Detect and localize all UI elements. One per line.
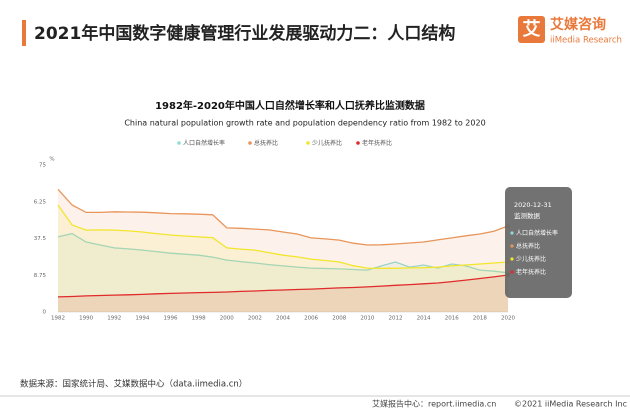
x-tick-label: 1982: [51, 316, 65, 322]
x-tick-label: 2020: [501, 316, 515, 322]
footer-right: ©2021 iiMedia Research Inc: [514, 400, 627, 409]
tooltip-dot: [510, 257, 514, 261]
logo-mark: 艾: [523, 18, 541, 40]
x-tick-label: 2006: [304, 316, 318, 322]
plot: 0 8.75 37.5 6.25 75 1982 1990 1992 1994 1996 1998 2…: [34, 163, 516, 322]
y-tick-label: 37.5: [34, 236, 47, 242]
y-unit: %: [49, 157, 54, 163]
x-tick-label: 2000: [220, 316, 234, 322]
line: [57, 188, 509, 246]
legend-label: 总抚养比: [254, 139, 278, 147]
x-tick-label: 2012: [389, 316, 403, 322]
footer-left: 艾媒报告中心：report.iimedia.cn: [372, 399, 496, 409]
tooltip-item: 少儿抚养比: [516, 255, 546, 263]
x-tick-label: 2018: [473, 316, 487, 322]
line: [57, 274, 509, 298]
x-tick-label: 1994: [135, 316, 149, 322]
y-tick-label: 6.25: [34, 199, 47, 205]
legend-label: 人口自然增长率: [183, 139, 225, 147]
x-tick-label: 2002: [248, 316, 262, 322]
logo-name: 艾媒咨询: [550, 16, 606, 33]
tooltip-item: 人口自然增长率: [516, 229, 558, 237]
area: [58, 275, 508, 312]
y-tick-label: 8.75: [34, 273, 47, 279]
line: [57, 204, 509, 269]
x-tick-label: 2014: [417, 316, 431, 322]
x-tick-label: 1992: [107, 316, 121, 322]
logo-sub: iiMedia Research: [550, 36, 622, 46]
tooltip-dot: [510, 244, 514, 248]
source: 数据来源：国家统计局、艾媒数据中心（data.iimedia.cn）: [20, 379, 247, 390]
tooltip-item: 老年抚养比: [516, 268, 546, 276]
x-tick-label: 2008: [332, 316, 346, 322]
chart-subtitle: China natural population growth rate and…: [124, 119, 485, 128]
tooltip-date: 2020-12-31: [514, 201, 552, 209]
tooltip-dot: [510, 231, 514, 235]
y-tick-label: 75: [39, 163, 46, 169]
legend-label: 老年抚养比: [362, 139, 392, 147]
legend-dot: [306, 141, 310, 145]
legend-dot: [248, 141, 252, 145]
x-tick-label: 2010: [360, 316, 374, 322]
y-tick-label: 0: [43, 310, 47, 316]
logo-mark-bg: [518, 16, 545, 43]
tooltip-item: 总抚养比: [516, 242, 540, 250]
page-title: 2021年中国数字健康管理行业发展驱动力二：人口结构: [34, 23, 455, 44]
tooltip-box: [505, 187, 572, 298]
legend-dot: [177, 141, 181, 145]
legend-label: 少儿抚养比: [312, 139, 342, 147]
x-tick-label: 2016: [445, 316, 459, 322]
x-tick-label: 2004: [276, 316, 290, 322]
area: [58, 189, 508, 312]
tooltip-label: 监测数据: [514, 211, 541, 220]
tooltip-dot: [510, 270, 514, 274]
chart-title: 1982年-2020年中国人口自然增长率和人口抚养比监测数据: [155, 99, 425, 112]
x-tick-label: 1996: [164, 316, 178, 322]
x-tick-label: 1998: [192, 316, 206, 322]
title-bar: [22, 20, 26, 46]
x-tick-label: 1990: [79, 316, 93, 322]
legend-dot: [356, 141, 360, 145]
